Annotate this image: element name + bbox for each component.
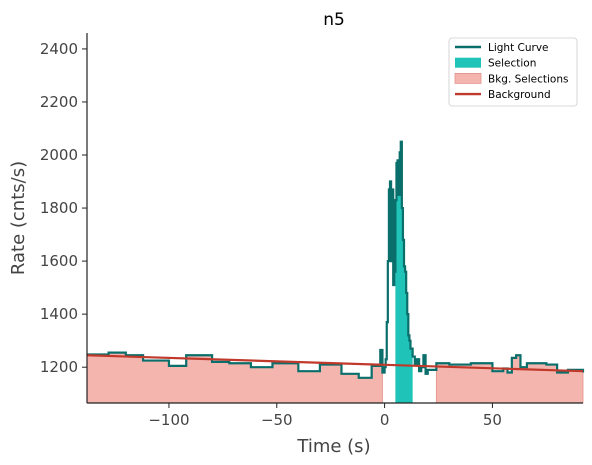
- bkg-selection-region: [86, 349, 383, 404]
- legend-label: Light Curve: [488, 42, 549, 54]
- x-tick-label: 0: [380, 411, 390, 429]
- chart-title: n5: [323, 10, 345, 30]
- bkg-selection-region: [435, 354, 584, 404]
- y-tick-label: 1200: [40, 358, 78, 376]
- legend-label: Background: [488, 89, 551, 101]
- x-tick-label: 50: [483, 411, 502, 429]
- legend-box: [448, 37, 578, 107]
- x-tick-label: −100: [148, 411, 189, 429]
- x-tick-label: −50: [261, 411, 293, 429]
- legend-label: Bkg. Selections: [488, 73, 568, 85]
- y-tick-label: 2400: [40, 40, 78, 58]
- legend-swatch-patch: [455, 57, 481, 68]
- y-tick-label: 2200: [40, 93, 78, 111]
- legend-swatch-patch: [454, 73, 482, 84]
- y-tick-label: 1600: [40, 252, 78, 270]
- legend-label: Selection: [488, 58, 536, 70]
- lines-layer: [86, 140, 585, 379]
- y-tick-label: 1400: [40, 305, 78, 323]
- light-curve-line: [87, 140, 585, 379]
- legend: Light Curve Selection Bkg. Selections Backg…: [448, 37, 578, 107]
- y-tick-label: 1800: [40, 199, 78, 217]
- x-axis-label: Time (s): [296, 436, 370, 457]
- y-axis-label: Rate (cnts/s): [8, 161, 29, 275]
- y-tick-label: 2000: [40, 146, 78, 164]
- axes-layer: [86, 33, 583, 404]
- ticks-layer: −100 −50 0 50 1200 1400 1600 1800 2000 2200 2400: [40, 40, 502, 429]
- background-model-line: [86, 354, 584, 373]
